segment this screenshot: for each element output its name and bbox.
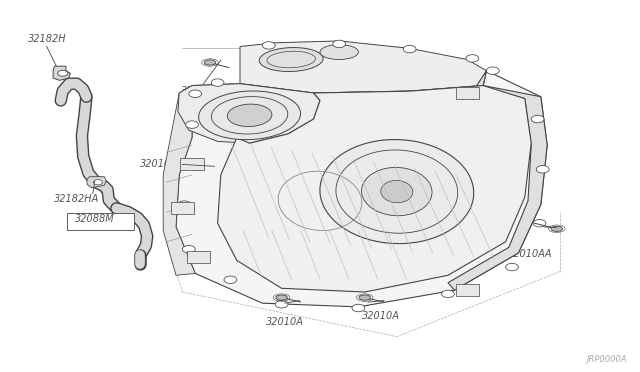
Ellipse shape: [276, 295, 287, 300]
Circle shape: [182, 246, 195, 253]
Circle shape: [466, 55, 479, 62]
Circle shape: [178, 201, 191, 208]
Circle shape: [352, 304, 365, 312]
Polygon shape: [163, 86, 195, 275]
Ellipse shape: [551, 226, 563, 231]
Circle shape: [275, 301, 288, 308]
Text: 32182HA: 32182HA: [54, 194, 100, 204]
Text: 32010AA: 32010AA: [508, 248, 552, 259]
Text: 32010A: 32010A: [266, 317, 303, 327]
FancyBboxPatch shape: [180, 158, 204, 170]
Polygon shape: [53, 66, 70, 80]
Text: 32010A: 32010A: [362, 311, 399, 321]
Circle shape: [186, 121, 198, 128]
Ellipse shape: [320, 140, 474, 244]
FancyBboxPatch shape: [67, 213, 134, 230]
Circle shape: [182, 160, 195, 167]
Circle shape: [506, 263, 518, 271]
Text: 32182H: 32182H: [28, 33, 66, 44]
Ellipse shape: [93, 180, 102, 185]
Ellipse shape: [359, 295, 371, 300]
Text: JRP0000A: JRP0000A: [587, 355, 627, 364]
Circle shape: [262, 42, 275, 49]
Text: 32088M: 32088M: [75, 214, 115, 224]
Ellipse shape: [320, 45, 358, 60]
FancyBboxPatch shape: [171, 202, 194, 214]
Ellipse shape: [227, 104, 272, 126]
FancyBboxPatch shape: [456, 87, 479, 99]
Ellipse shape: [204, 60, 216, 65]
Circle shape: [224, 276, 237, 283]
Circle shape: [533, 219, 546, 227]
Circle shape: [333, 40, 346, 48]
Circle shape: [403, 45, 416, 53]
Ellipse shape: [198, 91, 301, 140]
Polygon shape: [448, 71, 547, 290]
Ellipse shape: [381, 180, 413, 203]
Polygon shape: [87, 177, 106, 188]
Circle shape: [486, 67, 499, 74]
FancyBboxPatch shape: [187, 251, 210, 263]
Circle shape: [211, 79, 224, 86]
Ellipse shape: [259, 48, 323, 71]
Circle shape: [189, 90, 202, 97]
Circle shape: [536, 166, 549, 173]
Polygon shape: [176, 71, 547, 307]
Text: 32010M: 32010M: [140, 159, 179, 169]
Circle shape: [531, 115, 544, 123]
Ellipse shape: [58, 70, 68, 76]
FancyBboxPatch shape: [456, 284, 479, 296]
Polygon shape: [240, 41, 486, 93]
Polygon shape: [218, 86, 531, 292]
Ellipse shape: [362, 167, 432, 216]
Polygon shape: [178, 84, 320, 143]
Circle shape: [442, 290, 454, 298]
Text: 32010AB: 32010AB: [181, 86, 226, 96]
